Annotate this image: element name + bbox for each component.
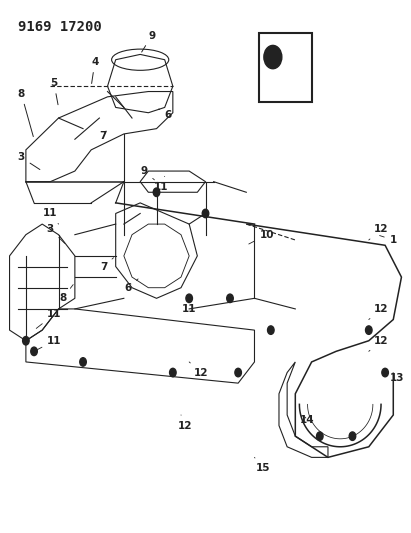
Text: 12: 12 [178,415,192,431]
Text: 8: 8 [59,285,73,303]
Circle shape [31,347,37,356]
Circle shape [202,209,209,217]
Text: 13: 13 [385,373,404,383]
Text: 3: 3 [18,152,40,169]
Text: 6: 6 [159,109,172,120]
Text: 9: 9 [142,30,155,52]
Circle shape [23,336,29,345]
Text: 5: 5 [51,78,58,104]
Text: 12: 12 [369,224,388,240]
Circle shape [80,358,86,366]
Text: 11: 11 [43,208,58,224]
Circle shape [349,432,356,440]
Text: 10: 10 [249,230,274,244]
Circle shape [365,326,372,334]
Text: 11: 11 [36,309,62,328]
Circle shape [268,326,274,334]
Circle shape [170,368,176,377]
Text: 2: 2 [297,82,305,92]
Text: 15: 15 [254,457,270,473]
Text: 14: 14 [300,415,315,425]
Circle shape [227,294,233,303]
Text: 11: 11 [37,336,62,350]
Circle shape [382,368,388,377]
Text: 3: 3 [47,224,65,244]
Text: 7: 7 [100,258,113,271]
Text: 8: 8 [18,89,33,136]
Bar [259,33,312,102]
Text: 9169 17200: 9169 17200 [18,20,102,34]
Text: 11: 11 [182,298,196,314]
Circle shape [186,294,192,303]
Text: 6: 6 [124,279,138,293]
Text: 12: 12 [369,336,388,351]
Text: 12: 12 [369,304,388,319]
Circle shape [235,368,241,377]
Text: 7: 7 [99,131,107,141]
Text: 4: 4 [91,57,99,84]
Circle shape [264,45,282,69]
Circle shape [153,188,160,197]
Text: 1: 1 [380,235,397,245]
Circle shape [316,432,323,440]
Text: 9: 9 [141,166,155,180]
Text: 12: 12 [189,362,209,377]
Text: 11: 11 [153,176,168,192]
